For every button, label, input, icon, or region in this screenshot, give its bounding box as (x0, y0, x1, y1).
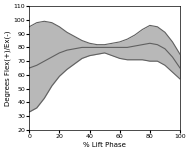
Y-axis label: Degrees Flex(+)/Ex(-): Degrees Flex(+)/Ex(-) (4, 30, 11, 106)
X-axis label: % Lift Phase: % Lift Phase (83, 142, 126, 148)
